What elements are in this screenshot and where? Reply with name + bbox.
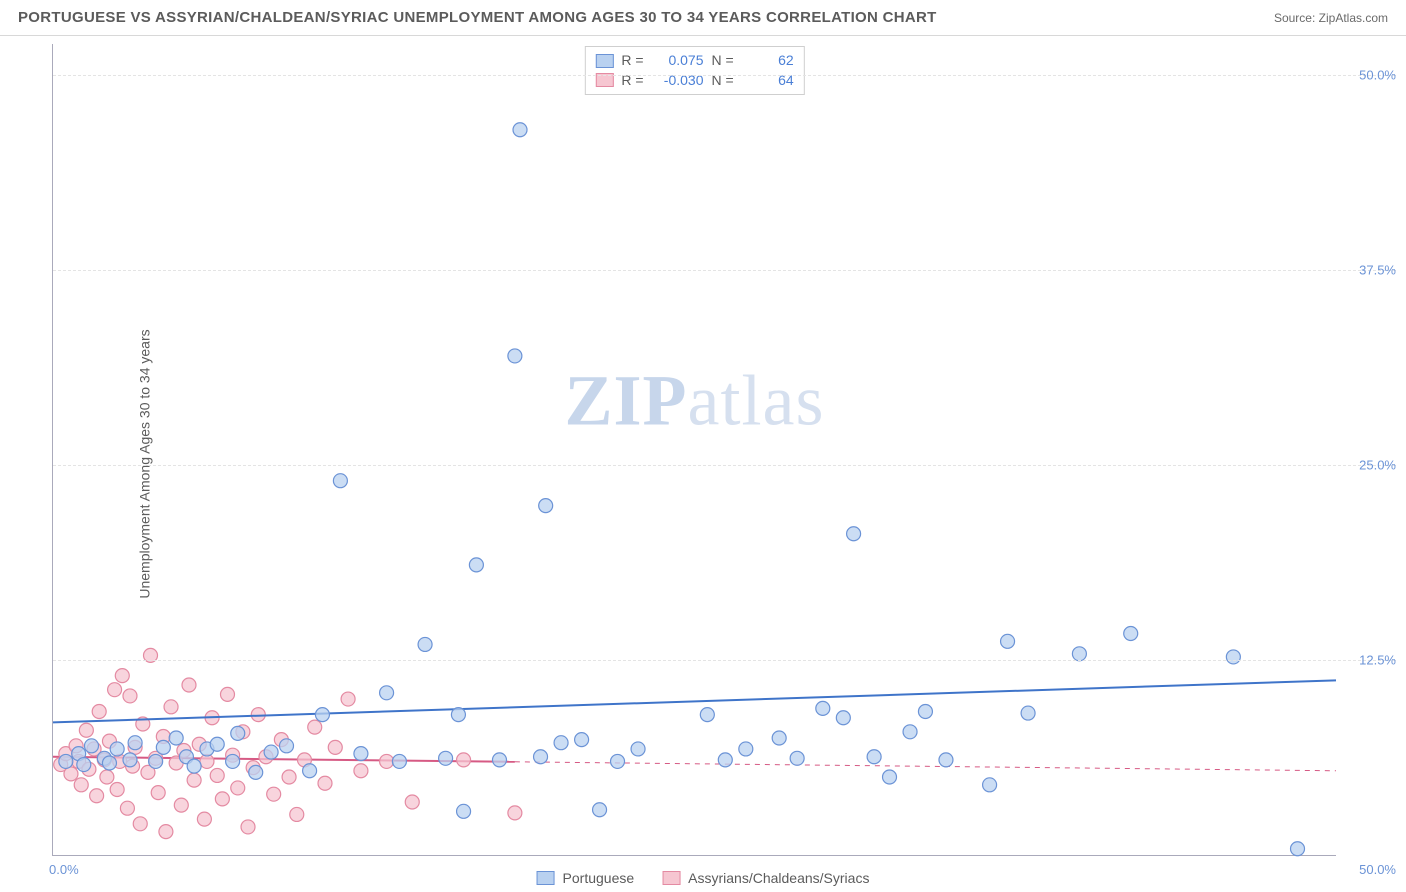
swatch-series-1 — [537, 871, 555, 885]
legend-label-1: Portuguese — [563, 870, 635, 886]
title-bar: PORTUGUESE VS ASSYRIAN/CHALDEAN/SYRIAC U… — [0, 0, 1406, 36]
plot-svg — [53, 44, 1336, 855]
y-tick-label: 25.0% — [1341, 458, 1396, 473]
x-origin-label: 0.0% — [49, 862, 79, 877]
source-label: Source: ZipAtlas.com — [1274, 11, 1388, 25]
plot-region: ZIPatlas R = 0.075 N = 62 R = -0.030 N =… — [52, 44, 1336, 856]
bottom-legend: Portuguese Assyrians/Chaldeans/Syriacs — [537, 870, 870, 886]
y-tick-label: 50.0% — [1341, 68, 1396, 83]
x-max-label: 50.0% — [1359, 862, 1396, 877]
chart-title: PORTUGUESE VS ASSYRIAN/CHALDEAN/SYRIAC U… — [18, 9, 937, 26]
legend-item-1: Portuguese — [537, 870, 635, 886]
swatch-series-2 — [662, 871, 680, 885]
chart-area: Unemployment Among Ages 30 to 34 years Z… — [0, 36, 1406, 892]
legend-item-2: Assyrians/Chaldeans/Syriacs — [662, 870, 869, 886]
y-tick-label: 37.5% — [1341, 263, 1396, 278]
legend-label-2: Assyrians/Chaldeans/Syriacs — [688, 870, 869, 886]
y-tick-label: 12.5% — [1341, 653, 1396, 668]
